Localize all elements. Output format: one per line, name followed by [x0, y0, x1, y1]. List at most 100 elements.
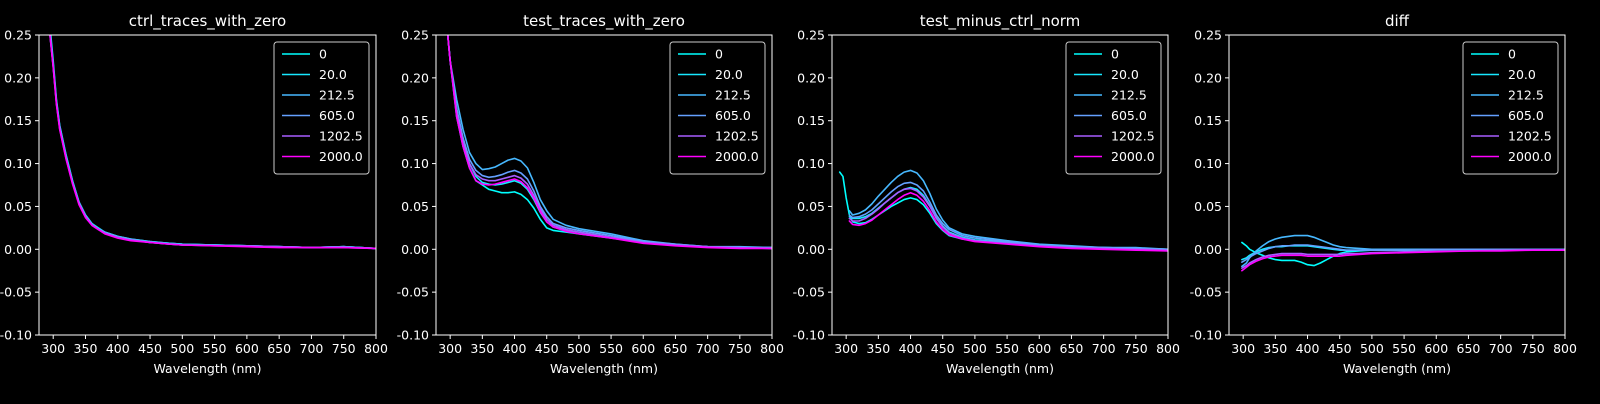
x-tick-label: 600	[631, 341, 655, 356]
legend-label: 1202.5	[1111, 129, 1155, 144]
x-tick-label: 700	[1489, 341, 1513, 356]
x-tick-label: 300	[41, 341, 65, 356]
x-axis-label: Wavelength (nm)	[946, 361, 1054, 376]
legend-label: 2000.0	[715, 149, 759, 164]
x-tick-label: 800	[1553, 341, 1577, 356]
y-tick-label: 0.05	[401, 199, 429, 214]
plot-area	[838, 169, 1168, 252]
y-tick-label: -0.05	[397, 285, 429, 300]
series-line-605.0	[446, 35, 772, 249]
y-tick-label: -0.05	[793, 285, 825, 300]
y-tick-label: -0.10	[397, 328, 429, 343]
legend-label: 212.5	[715, 88, 751, 103]
y-tick-label: 0.20	[797, 70, 825, 85]
y-tick-label: 0.15	[401, 113, 429, 128]
axes-frame	[38, 34, 377, 336]
y-tick-label: 0.10	[1194, 156, 1222, 171]
x-axis-label: Wavelength (nm)	[154, 361, 262, 376]
x-tick-label: 550	[995, 341, 1019, 356]
y-tick-label: 0.15	[797, 113, 825, 128]
x-tick-label: 350	[866, 341, 890, 356]
subplot-3: 300 350 400 450 500 550 600 650 700 750 800 -0.10 -0…	[793, 12, 1180, 376]
x-axis-label: Wavelength (nm)	[1343, 361, 1451, 376]
y-tick-label: -0.05	[1190, 285, 1222, 300]
x-tick-label: 400	[1296, 341, 1320, 356]
series-line-212.5	[848, 169, 1168, 251]
y-tick-label: -0.10	[793, 328, 825, 343]
legend-label: 0	[1508, 47, 1516, 62]
y-tick-label: 0.05	[797, 199, 825, 214]
x-tick-label: 300	[834, 341, 858, 356]
x-tick-label: 750	[728, 341, 752, 356]
series-line-20.0	[848, 186, 1168, 251]
axes-frame	[831, 34, 1169, 336]
legend-label: 0	[319, 47, 327, 62]
x-tick-label: 550	[599, 341, 623, 356]
x-tick-label: 400	[899, 341, 923, 356]
y-tick-label: 0.00	[1194, 242, 1222, 257]
x-tick-label: 500	[963, 341, 987, 356]
legend-label: 2000.0	[1508, 149, 1552, 164]
plot-area	[1241, 234, 1565, 272]
series-line-2000.0	[1241, 249, 1565, 272]
y-tick-label: 0.00	[797, 242, 825, 257]
series-line-605.0	[848, 181, 1168, 251]
x-tick-label: 600	[1027, 341, 1051, 356]
y-tick-label: -0.10	[1190, 328, 1222, 343]
y-tick-label: 0.15	[1194, 113, 1222, 128]
chart-title: diff	[1385, 12, 1410, 30]
x-tick-label: 600	[1424, 341, 1448, 356]
x-tick-label: 800	[364, 341, 388, 356]
legend-label: 20.0	[715, 67, 743, 82]
subplot-4: 300 350 400 450 500 550 600 650 700 750 800 -0.10 -0…	[1190, 12, 1577, 376]
series-line-2000.0	[49, 35, 376, 250]
y-tick-label: -0.05	[0, 285, 32, 300]
x-tick-label: 400	[106, 341, 130, 356]
legend-label: 605.0	[319, 108, 355, 123]
x-tick-label: 650	[1060, 341, 1084, 356]
y-tick-label: 0.25	[1194, 28, 1222, 43]
axes-frame	[435, 34, 773, 336]
legend-label: 20.0	[1508, 67, 1536, 82]
subplot-2: 300 350 400 450 500 550 600 650 700 750 800 -0.10 -0…	[397, 12, 784, 376]
x-tick-label: 500	[170, 341, 194, 356]
legend-label: 1202.5	[1508, 129, 1552, 144]
x-tick-label: 750	[1124, 341, 1148, 356]
y-tick-label: 0.00	[401, 242, 429, 257]
x-axis-label: Wavelength (nm)	[550, 361, 658, 376]
chart-title: test_minus_ctrl_norm	[920, 12, 1081, 31]
legend: 0 20.0 212.5 605.0 1202.5 2000.0	[1065, 41, 1162, 175]
legend-label: 0	[715, 47, 723, 62]
series-line-1202.5	[848, 187, 1168, 251]
legend-label: 605.0	[1508, 108, 1544, 123]
legend: 0 20.0 212.5 605.0 1202.5 2000.0	[669, 41, 766, 175]
y-tick-label: 0.25	[4, 28, 32, 43]
plot-area	[49, 35, 376, 250]
y-tick-label: 0.05	[1194, 199, 1222, 214]
x-tick-label: 400	[503, 341, 527, 356]
x-tick-label: 450	[535, 341, 559, 356]
legend: 0 20.0 212.5 605.0 1202.5 2000.0	[1462, 41, 1559, 175]
series-line-212.5	[446, 35, 772, 249]
x-tick-label: 500	[567, 341, 591, 356]
legend-label: 2000.0	[319, 149, 363, 164]
x-tick-label: 300	[1231, 341, 1255, 356]
legend: 0 20.0 212.5 605.0 1202.5 2000.0	[273, 41, 370, 175]
series-line-2000.0	[446, 35, 772, 250]
x-tick-label: 450	[1328, 341, 1352, 356]
x-tick-label: 700	[300, 341, 324, 356]
y-tick-label: 0.10	[797, 156, 825, 171]
y-tick-label: 0.20	[401, 70, 429, 85]
legend-label: 212.5	[319, 88, 355, 103]
legend-label: 20.0	[319, 67, 347, 82]
y-tick-label: 0.20	[4, 70, 32, 85]
legend-label: 1202.5	[715, 129, 759, 144]
legend-label: 605.0	[1111, 108, 1147, 123]
x-tick-label: 300	[438, 341, 462, 356]
x-tick-label: 800	[760, 341, 784, 356]
y-tick-label: 0.05	[4, 199, 32, 214]
y-tick-label: 0.25	[401, 28, 429, 43]
y-tick-label: -0.10	[0, 328, 32, 343]
subplot-1: 300 350 400 450 500 550 600 650 700 750 800 -0.10 -0…	[0, 12, 388, 376]
